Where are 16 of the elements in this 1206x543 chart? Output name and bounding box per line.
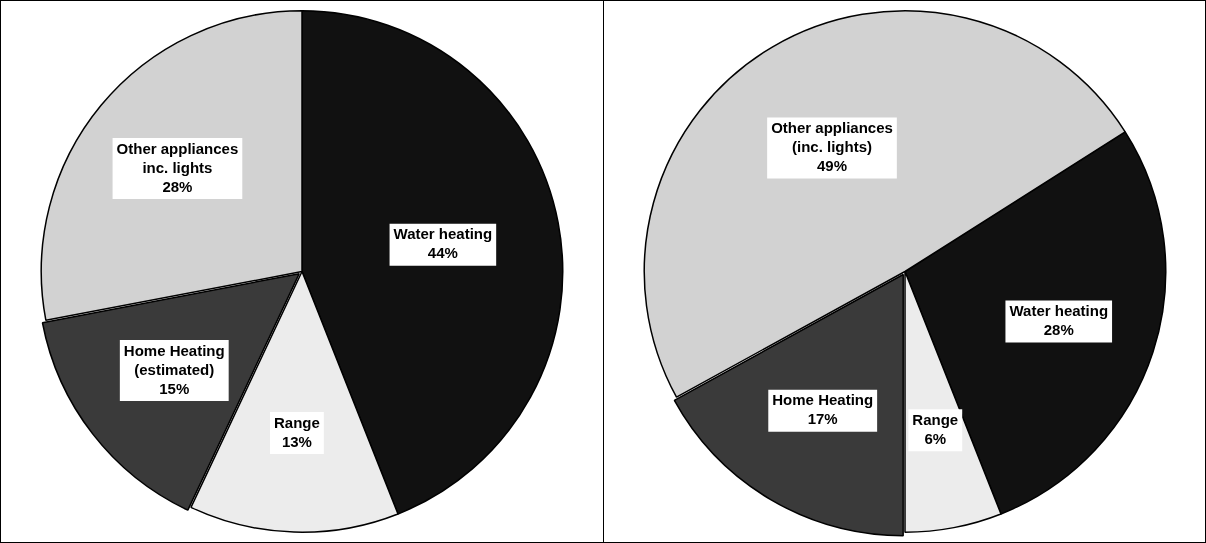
- data-label: 49%: [816, 157, 848, 175]
- data-label: 44%: [427, 244, 458, 262]
- data-label: 13%: [281, 432, 312, 450]
- data-label: 17%: [807, 410, 838, 428]
- data-label: 28%: [162, 177, 193, 195]
- slice-label: Range: [274, 413, 320, 431]
- slice-label: Other appliances inc. lights: [116, 139, 239, 176]
- slice-label: Home Heating (estimated): [123, 341, 225, 378]
- slice-label: Range: [912, 410, 959, 428]
- slice-label: Home Heating: [772, 391, 874, 409]
- data-label: 6%: [924, 429, 947, 447]
- slice-label: Other appliances (inc. lights): [771, 119, 893, 156]
- data-label: 15%: [159, 379, 190, 397]
- data-label: 28%: [1043, 321, 1074, 339]
- slice-label: Water heating: [393, 225, 493, 243]
- slice-label: Water heating: [1009, 302, 1109, 320]
